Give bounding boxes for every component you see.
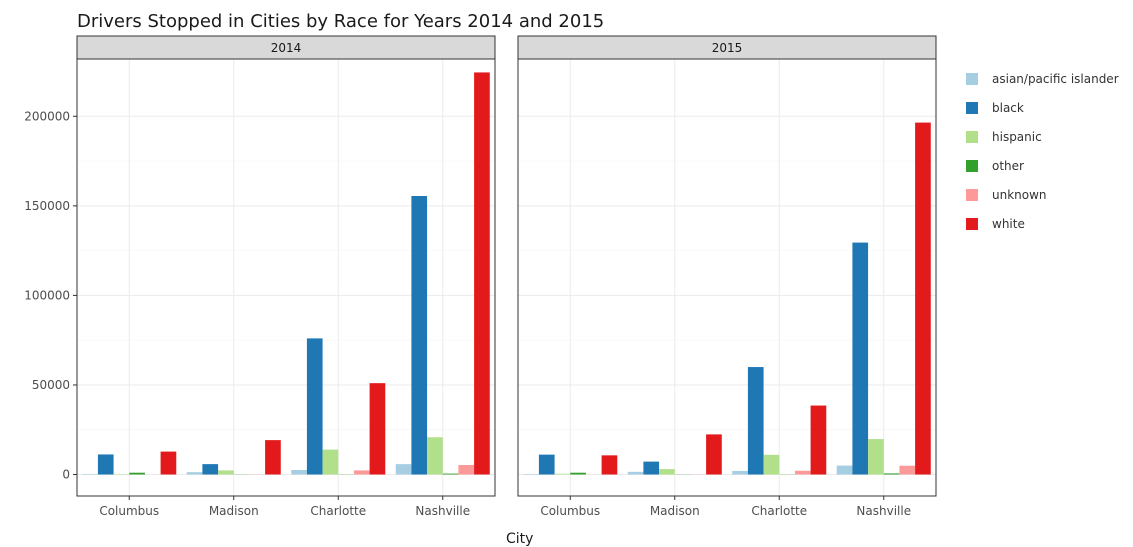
- bar-unknown-charlotte: [795, 471, 811, 475]
- bar-black-columbus: [539, 455, 555, 475]
- legend-item[interactable]: white: [966, 209, 1119, 238]
- legend-label: hispanic: [992, 130, 1042, 144]
- facet-strip-label: 2014: [271, 41, 302, 55]
- bar-other-columbus: [570, 473, 586, 475]
- x-tick-label: Charlotte: [751, 504, 807, 518]
- x-tick-label: Nashville: [415, 504, 470, 518]
- bar-white-madison: [706, 434, 722, 474]
- legend-item[interactable]: unknown: [966, 180, 1119, 209]
- bar-other-nashville: [443, 474, 459, 475]
- legend-label: unknown: [992, 188, 1047, 202]
- bar-asian-pacific-islander-charlotte: [291, 470, 307, 474]
- bar-asian-pacific-islander-nashville: [837, 466, 853, 475]
- legend-label: asian/pacific islander: [992, 72, 1119, 86]
- legend-label: white: [992, 217, 1025, 231]
- bar-asian-pacific-islander-madison: [187, 472, 203, 474]
- x-tick-label: Nashville: [856, 504, 911, 518]
- bar-hispanic-charlotte: [764, 455, 780, 475]
- bar-white-columbus: [602, 455, 618, 474]
- bar-unknown-nashville: [899, 466, 915, 475]
- bar-unknown-nashville: [458, 465, 474, 474]
- legend-label: other: [992, 159, 1024, 173]
- x-tick-label: Madison: [209, 504, 259, 518]
- bar-black-nashville: [852, 243, 868, 475]
- legend-item[interactable]: other: [966, 151, 1119, 180]
- x-tick-label: Columbus: [540, 504, 600, 518]
- legend-item[interactable]: hispanic: [966, 122, 1119, 151]
- x-axis-label: City: [506, 531, 533, 547]
- bar-other-columbus: [129, 473, 145, 475]
- y-tick-label: 150000: [24, 199, 70, 213]
- legend-item[interactable]: asian/pacific islander: [966, 64, 1119, 93]
- bar-black-madison: [202, 464, 218, 474]
- legend-swatch: [966, 131, 978, 143]
- bar-black-charlotte: [307, 338, 323, 474]
- panel-border: [518, 59, 936, 496]
- bar-white-charlotte: [811, 406, 827, 475]
- legend-swatch: [966, 73, 978, 85]
- x-tick-label: Columbus: [99, 504, 159, 518]
- bar-white-madison: [265, 440, 281, 474]
- bar-white-columbus: [161, 452, 177, 475]
- y-tick-label: 0: [62, 468, 70, 482]
- bar-white-nashville: [915, 123, 931, 475]
- bar-other-nashville: [884, 473, 900, 474]
- bar-asian-pacific-islander-nashville: [396, 464, 412, 474]
- bar-unknown-charlotte: [354, 470, 370, 474]
- bar-hispanic-nashville: [427, 437, 443, 474]
- facet-strip-label: 2015: [712, 41, 743, 55]
- legend-label: black: [992, 101, 1024, 115]
- bar-hispanic-madison: [218, 470, 234, 474]
- bar-black-columbus: [98, 454, 114, 474]
- bar-asian-pacific-islander-columbus: [82, 474, 98, 475]
- legend-item[interactable]: black: [966, 93, 1119, 122]
- bar-white-nashville: [474, 72, 490, 474]
- legend-swatch: [966, 102, 978, 114]
- x-tick-label: Charlotte: [310, 504, 366, 518]
- bar-asian-pacific-islander-charlotte: [732, 471, 748, 475]
- legend-swatch: [966, 160, 978, 172]
- bar-hispanic-nashville: [868, 439, 884, 474]
- bar-hispanic-charlotte: [323, 450, 339, 475]
- bar-black-madison: [643, 462, 659, 475]
- x-tick-label: Madison: [650, 504, 700, 518]
- bar-asian-pacific-islander-madison: [628, 472, 644, 475]
- bar-hispanic-madison: [659, 469, 675, 474]
- legend: asian/pacific islander black hispanic other…: [966, 64, 1119, 238]
- bar-hispanic-columbus: [555, 474, 571, 475]
- panel-border: [77, 59, 495, 496]
- bar-black-charlotte: [748, 367, 764, 474]
- bar-black-nashville: [411, 196, 427, 474]
- y-tick-label: 200000: [24, 109, 70, 123]
- bar-asian-pacific-islander-columbus: [523, 474, 539, 475]
- bar-white-charlotte: [370, 383, 386, 474]
- legend-swatch: [966, 218, 978, 230]
- y-tick-label: 50000: [32, 378, 70, 392]
- y-tick-label: 100000: [24, 288, 70, 302]
- legend-swatch: [966, 189, 978, 201]
